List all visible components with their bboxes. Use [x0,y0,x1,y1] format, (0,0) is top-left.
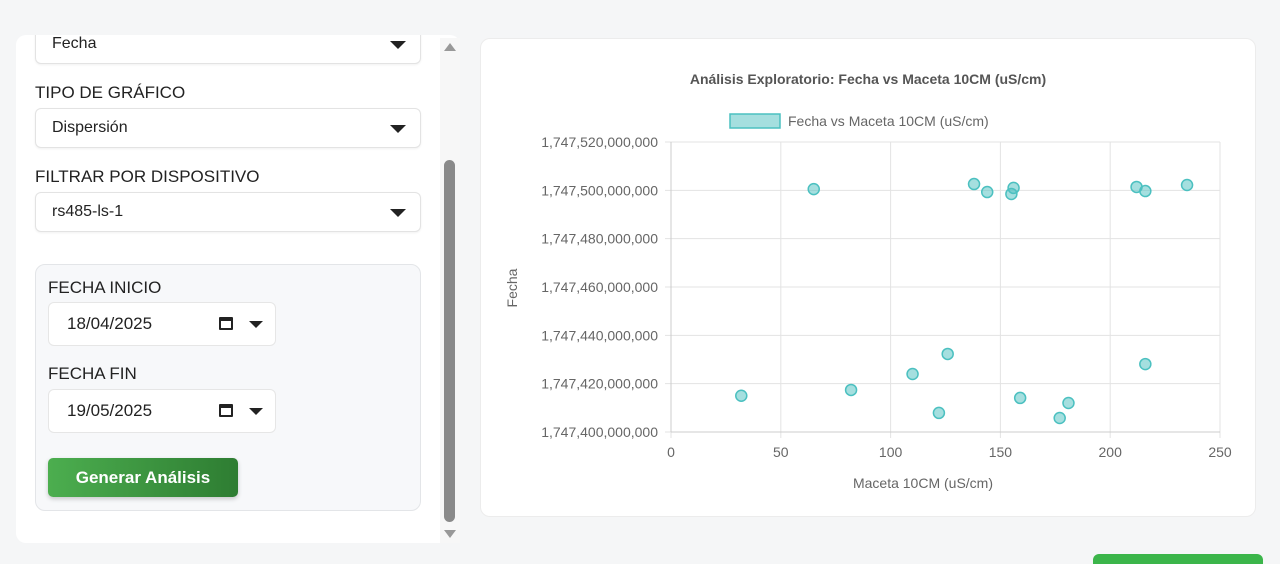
scroll-up-icon[interactable] [444,43,456,51]
chevron-down-icon [390,41,406,49]
end-date-input[interactable]: 19/05/2025 [48,389,276,433]
device-label: FILTRAR POR DISPOSITIVO [35,167,260,186]
data-point[interactable] [980,185,994,199]
chart-type-value: Dispersión [52,119,128,136]
end-date-label: FECHA FIN [48,364,137,383]
chevron-down-icon [249,321,263,328]
device-value: rs485-ls-1 [52,203,124,220]
data-point[interactable] [735,389,748,402]
data-point[interactable] [1139,357,1152,371]
start-date-input[interactable]: 18/04/2025 [48,302,276,346]
chevron-down-icon [390,209,406,217]
y-tick-label: 1,747,460,000,000 [541,279,658,295]
scrollbar-thumb[interactable] [444,160,455,522]
chart-type-select[interactable]: Dispersión [35,108,421,148]
data-point[interactable] [807,182,820,196]
x-axis-label: Maceta 10CM (uS/cm) [853,475,993,491]
x-tick-label: 250 [1208,444,1232,460]
chart-type-label: TIPO DE GRÁFICO [35,83,186,102]
data-point[interactable] [1180,178,1194,192]
x-tick-label: 100 [879,444,903,460]
x-tick-label: 200 [1099,444,1123,460]
chevron-down-icon [249,408,263,415]
start-date-label: FECHA INICIO [48,278,162,297]
scatter-chart: Análisis Exploratorio: Fecha vs Maceta 1… [504,71,1232,491]
y-tick-label: 1,747,440,000,000 [541,327,658,343]
calendar-icon[interactable] [219,317,233,330]
x-tick-label: 50 [773,444,789,460]
controls-panel: Fecha TIPO DE GRÁFICO Dispersión FILTRAR… [16,35,460,543]
data-point[interactable] [932,406,946,420]
data-point[interactable] [906,367,919,381]
data-point[interactable] [967,177,981,191]
data-point[interactable] [1013,391,1027,405]
axis-select-value: Fecha [52,35,97,52]
data-point[interactable] [1062,396,1075,410]
scroll-down-icon[interactable] [444,530,456,538]
data-point[interactable] [941,347,954,361]
data-point[interactable] [1007,181,1020,195]
legend-swatch[interactable] [729,113,781,129]
generate-analysis-button[interactable]: Generar Análisis [48,458,238,497]
x-tick-label: 150 [989,444,1013,460]
date-range-box: FECHA INICIO 18/04/2025 FECHA FIN 19/05/… [35,264,421,511]
calendar-icon[interactable] [219,404,233,417]
action-button-partial[interactable] [1093,554,1263,564]
y-tick-label: 1,747,420,000,000 [541,376,658,392]
start-date-value: 18/04/2025 [67,314,153,333]
y-axis-label: Fecha [504,268,520,307]
axis-select[interactable]: Fecha [35,35,421,64]
data-point[interactable] [1053,411,1066,425]
end-date-value: 19/05/2025 [67,401,153,420]
chevron-down-icon [390,125,406,133]
data-point[interactable] [844,383,858,397]
x-tick-label: 0 [667,444,675,460]
legend-label[interactable]: Fecha vs Maceta 10CM (uS/cm) [788,113,989,129]
y-tick-label: 1,747,500,000,000 [541,182,658,198]
device-select[interactable]: rs485-ls-1 [35,192,421,232]
y-tick-label: 1,747,520,000,000 [541,134,658,150]
chart-card: Análisis Exploratorio: Fecha vs Maceta 1… [480,38,1256,517]
chart-title: Análisis Exploratorio: Fecha vs Maceta 1… [690,71,1046,87]
y-tick-label: 1,747,400,000,000 [541,424,658,440]
data-point[interactable] [1139,184,1152,198]
y-tick-label: 1,747,480,000,000 [541,231,658,247]
